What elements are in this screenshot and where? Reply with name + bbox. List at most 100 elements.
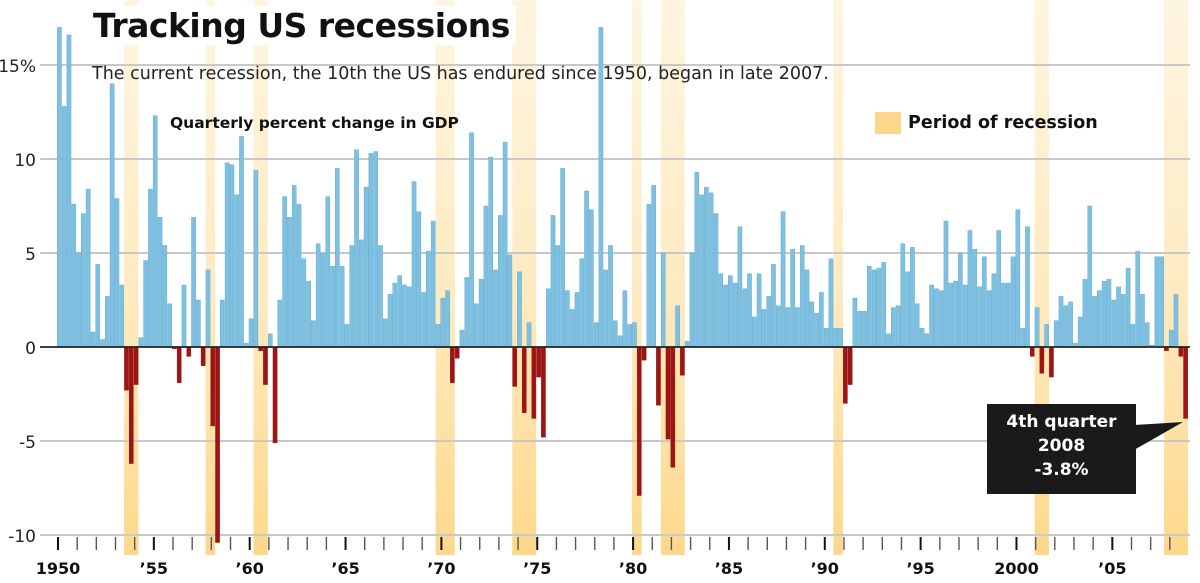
y-tick-label: 0 — [25, 339, 36, 359]
bar-positive — [627, 324, 632, 348]
bar-positive — [474, 303, 479, 348]
bar-positive — [886, 333, 891, 348]
bar-positive — [1034, 307, 1040, 348]
bar-positive — [828, 258, 834, 348]
bar-negative — [186, 346, 192, 357]
bar-positive — [761, 309, 767, 348]
bar-positive — [1092, 296, 1097, 348]
y-tick-label: 10 — [14, 151, 36, 171]
bar-positive — [929, 284, 934, 348]
x-tick-label: ’55 — [140, 559, 168, 578]
bar-positive — [76, 252, 81, 348]
bar-positive — [905, 271, 910, 348]
bar-negative — [670, 346, 676, 468]
bar-positive — [162, 245, 168, 348]
bar-positive — [737, 226, 743, 348]
bar-positive — [1125, 267, 1131, 348]
y-tick-label: -5 — [19, 433, 36, 453]
bar-positive — [1020, 328, 1025, 348]
bar-negative — [680, 346, 685, 376]
bar-positive — [890, 307, 896, 348]
bar-negative — [512, 346, 517, 387]
bar-positive — [751, 316, 757, 348]
bar-positive — [114, 198, 120, 348]
recession-band — [833, 0, 843, 555]
bar-positive — [694, 171, 700, 348]
bar-positive — [445, 290, 450, 348]
bar-negative — [128, 346, 134, 464]
bars — [57, 27, 1188, 543]
bar-positive — [771, 264, 776, 348]
bar-positive — [1144, 322, 1150, 348]
bar-positive — [478, 279, 484, 348]
bar-positive — [301, 258, 307, 348]
bar-positive — [493, 269, 498, 348]
bar-positive — [90, 331, 96, 348]
bar-positive — [191, 217, 196, 348]
bar-positive — [689, 252, 695, 348]
bar-positive — [1077, 316, 1083, 348]
bar-positive — [66, 34, 72, 348]
bar-positive — [660, 252, 666, 348]
x-tick-label: ’90 — [811, 559, 839, 578]
bar-positive — [943, 220, 949, 348]
bar-positive — [1025, 226, 1030, 348]
bar-positive — [718, 273, 724, 348]
bar-positive — [728, 275, 733, 348]
bar-positive — [220, 299, 225, 348]
bar-negative — [1183, 346, 1188, 419]
bar-positive — [354, 149, 359, 348]
x-tick-label: ’05 — [1098, 559, 1126, 578]
bar-positive — [239, 136, 244, 348]
x-tick-label: ’65 — [331, 559, 359, 578]
bar-negative — [1178, 346, 1184, 357]
bar-positive — [291, 185, 297, 348]
bar-positive — [167, 303, 172, 348]
bar-positive — [502, 141, 508, 348]
recession-band — [435, 0, 455, 555]
bar-positive — [311, 320, 316, 348]
bar-positive — [61, 106, 67, 348]
bar-negative — [272, 346, 278, 444]
bar-negative — [133, 346, 139, 385]
bar-positive — [867, 265, 872, 348]
bar-positive — [421, 292, 426, 348]
bar-positive — [593, 322, 599, 348]
bar-positive — [819, 292, 824, 348]
y-tick-label: -10 — [8, 527, 36, 547]
bar-positive — [1159, 256, 1164, 348]
bar-positive — [795, 307, 800, 348]
bar-positive — [109, 83, 115, 348]
bar-positive — [780, 211, 786, 348]
bar-positive — [181, 284, 187, 348]
recession-band — [512, 0, 537, 555]
annotation-pointer — [1134, 422, 1183, 450]
bar-negative — [536, 346, 541, 378]
bar-positive — [790, 249, 795, 348]
bar-positive — [325, 196, 331, 348]
bar-positive — [1068, 301, 1073, 348]
bar-positive — [430, 220, 436, 348]
bar-positive — [359, 239, 364, 348]
bar-positive — [157, 217, 163, 348]
bar-positive — [435, 324, 441, 348]
bar-positive — [977, 286, 982, 348]
bar-positive — [349, 245, 355, 348]
bar-positive — [574, 292, 580, 348]
annotation-line: 4th quarter — [1006, 412, 1117, 432]
recession-band — [253, 0, 268, 555]
bar-positive — [363, 186, 369, 348]
bar-negative — [847, 346, 853, 385]
bar-positive — [1082, 279, 1088, 348]
bar-positive — [105, 296, 110, 348]
bar-positive — [1087, 205, 1093, 348]
bar-positive — [1106, 279, 1112, 348]
bar-positive — [857, 311, 863, 348]
bar-positive — [934, 288, 939, 348]
bar-positive — [81, 213, 86, 348]
bar-negative — [541, 346, 546, 438]
bar-positive — [1097, 290, 1102, 348]
bar-positive — [589, 209, 594, 348]
bar-positive — [287, 217, 292, 348]
